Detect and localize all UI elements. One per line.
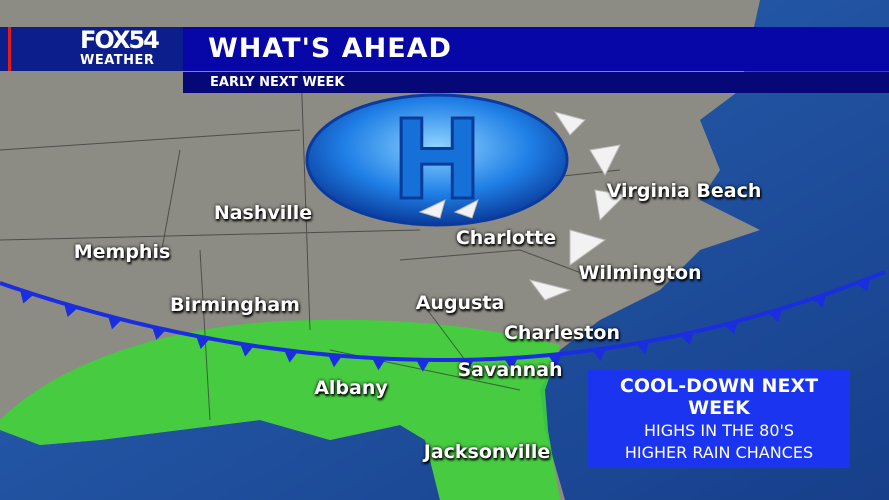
city-label: Jacksonville [423, 441, 551, 463]
front-triangle [812, 294, 826, 308]
front-triangle [284, 349, 298, 363]
city-label: Nashville [213, 202, 313, 224]
wind-arrows [418, 111, 627, 301]
front-triangle [504, 357, 518, 370]
page-subtitle: EARLY NEXT WEEK [183, 72, 889, 93]
front-triangle [592, 348, 606, 362]
front-triangle [372, 357, 386, 371]
city-label: Charlotte [455, 227, 557, 249]
front-triangle [680, 331, 694, 346]
page-title: WHAT'S AHEAD [183, 27, 889, 71]
front-triangle [548, 353, 562, 367]
front-triangle [328, 354, 342, 368]
front-triangle [636, 340, 650, 354]
logo-text: FOX54 [80, 26, 160, 54]
front-triangle [152, 326, 166, 340]
city-label: Albany [314, 377, 388, 399]
logo-subtext: WEATHER [80, 53, 155, 68]
city-label: Savannah [457, 359, 563, 381]
front-triangle [196, 335, 210, 350]
info-line: HIGHER RAIN CHANCES [624, 443, 814, 462]
front-triangle [460, 359, 474, 372]
front-triangle [64, 303, 78, 318]
front-triangle [724, 320, 738, 335]
logo-accent-bar [8, 27, 11, 71]
front-triangle [240, 343, 254, 357]
front-triangle [108, 315, 122, 330]
city-label: Augusta [415, 292, 505, 314]
high-pressure-icon: H [305, 93, 569, 227]
city-label: Virginia Beach [606, 180, 762, 202]
info-box: COOL-DOWN NEXT WEEK HIGHS IN THE 80'S HI… [588, 370, 850, 468]
cold-front [0, 270, 886, 372]
info-title: COOL-DOWN NEXT WEEK [619, 375, 819, 419]
front-triangle [856, 277, 870, 292]
city-label: Wilmington [578, 262, 702, 284]
city-label: Memphis [73, 241, 171, 263]
city-label: Charleston [503, 322, 621, 344]
front-triangle [416, 359, 430, 372]
front-triangle [20, 289, 34, 304]
station-logo: FOX54 WEATHER [0, 27, 183, 71]
front-triangle [768, 308, 782, 322]
city-label: Birmingham [170, 294, 300, 316]
info-line: HIGHS IN THE 80'S [643, 421, 795, 440]
